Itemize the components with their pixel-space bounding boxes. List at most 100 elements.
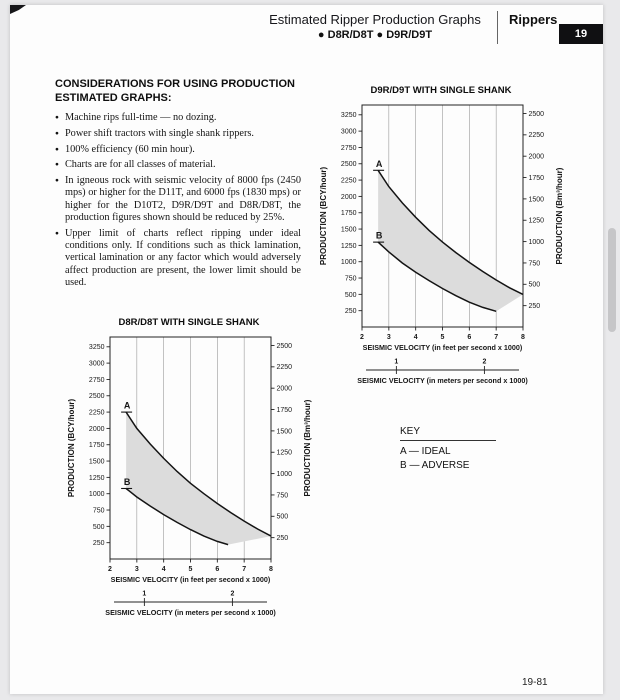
- section-tab-number: 19: [559, 24, 603, 44]
- list-item: ● In igneous rock with seismic velocity o…: [55, 175, 301, 224]
- svg-text:SEISMIC VELOCITY (in meters pe: SEISMIC VELOCITY (in meters per second x…: [357, 376, 528, 385]
- svg-text:2: 2: [230, 591, 234, 598]
- bullet-icon: ●: [55, 114, 59, 121]
- svg-text:3250: 3250: [341, 112, 357, 119]
- svg-text:2000: 2000: [341, 194, 357, 201]
- chart-title: D8R/D8T WITH SINGLE SHANK: [118, 317, 260, 328]
- svg-text:1250: 1250: [341, 243, 357, 250]
- list-item: ● Upper limit of charts reflect ripping u…: [55, 228, 301, 289]
- svg-text:PRODUCTION (Bm³/hour): PRODUCTION (Bm³/hour): [555, 167, 564, 264]
- key-entry-adverse: B — ADVERSE: [400, 459, 470, 471]
- svg-text:2250: 2250: [89, 409, 105, 416]
- svg-text:2: 2: [482, 359, 486, 366]
- svg-text:750: 750: [277, 492, 289, 499]
- svg-text:2000: 2000: [277, 386, 293, 393]
- svg-text:250: 250: [93, 540, 105, 547]
- header-divider: [497, 11, 498, 44]
- bullet-icon: ●: [55, 145, 59, 153]
- d9r-d9t-chart-plot: AB25050075010001250150017502000225025002…: [319, 104, 564, 385]
- svg-text:1250: 1250: [89, 475, 105, 482]
- key-title: KEY: [400, 426, 496, 441]
- svg-text:3250: 3250: [89, 344, 105, 351]
- consideration-text: Power shift tractors with single shank r…: [64, 127, 254, 139]
- consideration-text: 100% efficiency (60 min hour).: [64, 143, 195, 155]
- svg-text:7: 7: [242, 566, 246, 573]
- consideration-text: In igneous rock with seismic velocity of…: [64, 175, 301, 224]
- svg-text:1: 1: [394, 359, 398, 366]
- d9r-d9t-chart: D9R/D9T WITH SINGLE SHANK A B 250 500 750 100…: [315, 85, 567, 395]
- chart-key: KEY A — IDEAL B — ADVERSE: [400, 426, 496, 472]
- section-label: Rippers: [509, 12, 558, 27]
- svg-text:1000: 1000: [277, 471, 293, 478]
- svg-text:PRODUCTION (BCY/hour): PRODUCTION (BCY/hour): [67, 399, 76, 498]
- considerations-list: ● Machine rips full-time — no dozing. ● Po…: [55, 112, 301, 289]
- svg-text:A: A: [124, 401, 131, 411]
- svg-text:1750: 1750: [529, 175, 545, 182]
- svg-text:500: 500: [529, 282, 541, 289]
- svg-text:5: 5: [441, 334, 445, 341]
- svg-text:1500: 1500: [341, 226, 357, 233]
- considerations-block: CONSIDERATIONS FOR USING PRODUCTION ESTI…: [55, 78, 301, 293]
- svg-text:500: 500: [345, 292, 357, 299]
- svg-text:PRODUCTION (Bm³/hour): PRODUCTION (Bm³/hour): [303, 399, 312, 496]
- list-item: ● Charts are for all classes of material.: [55, 159, 301, 171]
- d8r-d8t-chart-plot: AB25050075010001250150017502000225025002…: [67, 336, 312, 617]
- svg-text:1250: 1250: [277, 450, 293, 457]
- svg-text:2250: 2250: [341, 177, 357, 184]
- svg-text:1500: 1500: [529, 196, 545, 203]
- svg-text:1000: 1000: [529, 239, 545, 246]
- svg-text:500: 500: [277, 514, 289, 521]
- svg-text:B: B: [376, 231, 383, 241]
- svg-text:2500: 2500: [341, 161, 357, 168]
- svg-text:6: 6: [467, 334, 471, 341]
- considerations-heading: CONSIDERATIONS FOR USING PRODUCTION ESTI…: [55, 78, 295, 104]
- svg-text:3000: 3000: [89, 361, 105, 368]
- svg-text:1000: 1000: [89, 491, 105, 498]
- list-item: ● 100% efficiency (60 min hour).: [55, 144, 301, 156]
- svg-text:1500: 1500: [277, 428, 293, 435]
- consideration-text: Charts are for all classes of material.: [64, 159, 216, 171]
- svg-text:5: 5: [189, 566, 193, 573]
- svg-text:3: 3: [135, 566, 139, 573]
- svg-text:SEISMIC VELOCITY (in feet per: SEISMIC VELOCITY (in feet per second x 1…: [363, 343, 523, 352]
- svg-text:500: 500: [93, 524, 105, 531]
- svg-text:250: 250: [277, 535, 289, 542]
- svg-text:B: B: [124, 477, 131, 487]
- svg-text:1250: 1250: [529, 218, 545, 225]
- bullet-icon: ●: [55, 161, 59, 169]
- svg-text:750: 750: [93, 507, 105, 514]
- page-number: 19-81: [522, 677, 548, 688]
- svg-text:250: 250: [345, 308, 357, 315]
- svg-text:2: 2: [360, 334, 364, 341]
- bullet-icon: ●: [55, 229, 59, 237]
- svg-text:1000: 1000: [341, 259, 357, 266]
- svg-text:1750: 1750: [341, 210, 357, 217]
- svg-text:750: 750: [529, 260, 541, 267]
- svg-text:8: 8: [269, 566, 273, 573]
- svg-text:2500: 2500: [529, 111, 545, 118]
- svg-text:PRODUCTION (BCY/hour): PRODUCTION (BCY/hour): [319, 167, 328, 266]
- svg-text:250: 250: [529, 303, 541, 310]
- svg-text:1: 1: [142, 591, 146, 598]
- svg-text:2750: 2750: [341, 145, 357, 152]
- svg-text:7: 7: [494, 334, 498, 341]
- svg-text:2500: 2500: [89, 393, 105, 400]
- svg-text:1750: 1750: [277, 407, 293, 414]
- svg-text:2250: 2250: [277, 364, 293, 371]
- scan-corner-artifact: [10, 5, 26, 14]
- list-item: ● Power shift tractors with single shank …: [55, 128, 301, 140]
- svg-text:8: 8: [521, 334, 525, 341]
- d8r-d8t-chart: D8R/D8T WITH SINGLE SHANK A B 250 500 750 100…: [63, 317, 315, 627]
- header-model-list: ● D8R/D8T ● D9R/D9T: [317, 29, 433, 41]
- key-entry-ideal: A — IDEAL: [400, 446, 451, 457]
- scrollbar-thumb[interactable]: [608, 228, 616, 332]
- consideration-text: Upper limit of charts reflect ripping un…: [64, 227, 301, 289]
- svg-text:1750: 1750: [89, 442, 105, 449]
- page-title: Estimated Ripper Production Graphs: [269, 12, 481, 27]
- svg-text:3000: 3000: [341, 129, 357, 136]
- svg-text:2250: 2250: [529, 132, 545, 139]
- bullet-icon: ●: [55, 177, 59, 185]
- svg-text:2500: 2500: [277, 343, 293, 350]
- svg-text:SEISMIC VELOCITY (in feet per: SEISMIC VELOCITY (in feet per second x 1…: [111, 575, 271, 584]
